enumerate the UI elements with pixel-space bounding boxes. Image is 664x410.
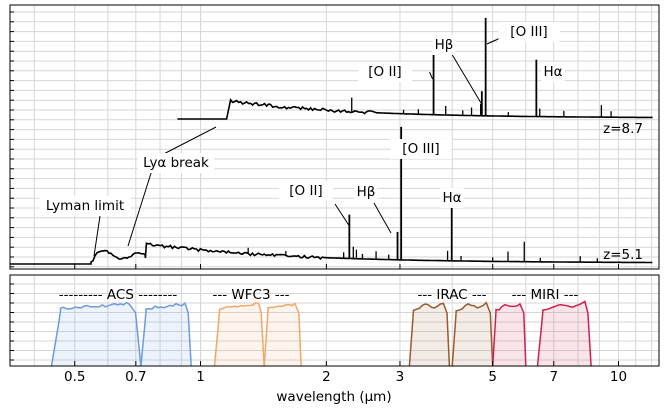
x-axis-ticks: 0.5 0.7 1 2 3 5 7 10 bbox=[64, 264, 627, 385]
filter-fill-wfc3 bbox=[214, 303, 265, 366]
filter-curve-miri bbox=[491, 302, 527, 367]
redshift-label-z5.1: z=5.1 bbox=[603, 247, 643, 263]
annotation-leader bbox=[93, 215, 101, 257]
annotation-leader bbox=[127, 169, 153, 247]
filter-curve-acs bbox=[140, 301, 192, 367]
label-halpha-z5.1-bg bbox=[440, 188, 464, 208]
annotation-leader bbox=[429, 71, 434, 80]
x-tick-label: 10 bbox=[610, 369, 627, 385]
label-hbeta-z5.1-bg bbox=[354, 182, 378, 202]
annotation-leader bbox=[449, 50, 482, 104]
filter-fill-wfc3 bbox=[264, 303, 302, 366]
label-hbeta-z8.7: Hβ bbox=[435, 37, 454, 53]
x-tick-label: 2 bbox=[322, 369, 331, 385]
filter-curve-irac bbox=[408, 302, 451, 367]
label-halpha-z8.7-bg bbox=[541, 62, 565, 82]
filter-curve-miri bbox=[536, 300, 592, 367]
label-oii-z5.1-bg bbox=[279, 181, 333, 201]
label-oiii-z8.7-bg bbox=[498, 22, 560, 42]
spectra-grid bbox=[10, 5, 659, 269]
label-oii-z5.1: [O II] bbox=[289, 183, 322, 199]
x-tick-label: 0.5 bbox=[64, 369, 85, 385]
filter-label-irac: --- IRAC --- bbox=[417, 287, 486, 303]
spectrum-annotations: [O II] Hβ [O III] Hα z=8.7 [O II] Hβ [O III] Hα z… bbox=[39, 22, 643, 263]
label-lya-break-bg bbox=[137, 153, 215, 173]
label-oii-z8.7-bg bbox=[358, 62, 412, 82]
x-tick-label: 0.7 bbox=[125, 369, 146, 385]
label-halpha-z8.7: Hα bbox=[543, 64, 562, 80]
filter-fill-miri bbox=[492, 304, 526, 366]
label-oiii-z5.1-bg bbox=[390, 139, 452, 159]
label-oiii-z5.1: [O III] bbox=[402, 141, 439, 157]
label-lya-break: Lyα break bbox=[143, 155, 209, 171]
label-hbeta-z8.7-bg bbox=[432, 35, 456, 55]
filters-panel: --------- ACS -------- --- WFC3 --- --- IR… bbox=[9, 274, 660, 367]
filter-labels: --------- ACS -------- --- WFC3 --- --- IR… bbox=[59, 287, 579, 303]
filter-curve-acs bbox=[50, 301, 142, 367]
filter-label-miri: --- MIRI --- bbox=[512, 287, 579, 303]
annotation-leader bbox=[334, 203, 350, 227]
x-tick-label: 7 bbox=[549, 369, 558, 385]
filter-curves bbox=[50, 300, 592, 367]
continuum-line bbox=[10, 242, 653, 265]
continuum-line bbox=[177, 98, 653, 120]
label-lyman-limit-bg bbox=[39, 196, 131, 216]
annotation-leader bbox=[373, 202, 392, 234]
filter-label-acs: --------- ACS -------- bbox=[59, 287, 178, 303]
x-tick-label: 5 bbox=[488, 369, 497, 385]
x-axis-label: wavelength (μm) bbox=[276, 389, 391, 405]
label-halpha-z5.1: Hα bbox=[442, 190, 461, 206]
filter-curve-wfc3 bbox=[213, 302, 265, 367]
filter-fill-acs bbox=[51, 302, 141, 366]
filter-fill-irac bbox=[452, 302, 493, 366]
filter-curve-wfc3 bbox=[263, 302, 302, 367]
filters-grid bbox=[10, 275, 659, 366]
filter-curve-irac bbox=[451, 301, 494, 367]
filter-fill-irac bbox=[409, 303, 450, 366]
filter-fill-miri bbox=[537, 301, 592, 366]
filter-label-wfc3: --- WFC3 --- bbox=[213, 287, 290, 303]
label-oiii-z8.7: [O III] bbox=[510, 24, 547, 40]
redshift-label-z8.7: z=8.7 bbox=[603, 121, 643, 137]
filter-fill-acs bbox=[140, 303, 192, 366]
label-oii-z8.7: [O II] bbox=[368, 64, 401, 80]
spectra-panel: [O II] Hβ [O III] Hα z=8.7 [O II] Hβ [O III] Hα z… bbox=[9, 4, 660, 270]
x-tick-label: 1 bbox=[196, 369, 205, 385]
x-tick-label: 3 bbox=[396, 369, 405, 385]
label-lyman-limit: Lyman limit bbox=[46, 198, 124, 214]
label-hbeta-z5.1: Hβ bbox=[357, 184, 376, 200]
